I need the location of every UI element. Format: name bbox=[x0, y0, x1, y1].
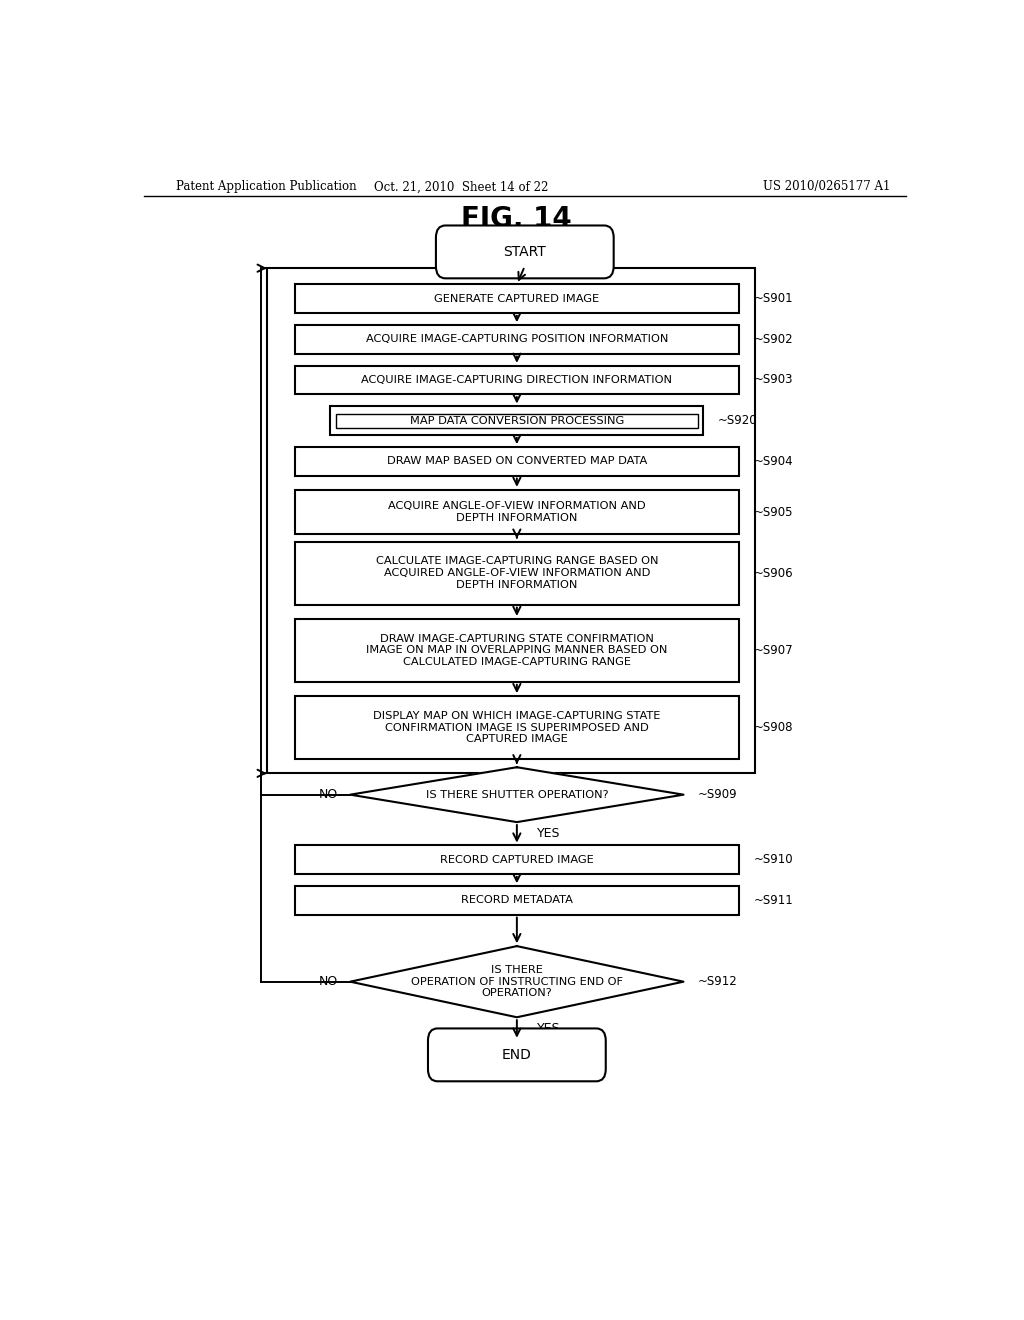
FancyBboxPatch shape bbox=[428, 1028, 606, 1081]
Text: NO: NO bbox=[319, 788, 338, 801]
FancyBboxPatch shape bbox=[436, 226, 613, 279]
Text: NO: NO bbox=[319, 975, 338, 989]
Text: ~S901: ~S901 bbox=[754, 292, 793, 305]
Text: RECORD METADATA: RECORD METADATA bbox=[461, 895, 572, 906]
Bar bbox=[331, 407, 703, 434]
Bar bbox=[295, 284, 739, 313]
Text: FIG. 14: FIG. 14 bbox=[462, 206, 572, 234]
Text: IS THERE
OPERATION OF INSTRUCTING END OF
OPERATION?: IS THERE OPERATION OF INSTRUCTING END OF… bbox=[411, 965, 623, 998]
Text: START: START bbox=[504, 246, 546, 259]
Text: US 2010/0265177 A1: US 2010/0265177 A1 bbox=[763, 181, 890, 193]
Text: ~S903: ~S903 bbox=[754, 374, 793, 387]
Bar bbox=[295, 696, 739, 759]
Text: ~S902: ~S902 bbox=[754, 333, 793, 346]
Text: IS THERE SHUTTER OPERATION?: IS THERE SHUTTER OPERATION? bbox=[426, 789, 608, 800]
Text: Oct. 21, 2010  Sheet 14 of 22: Oct. 21, 2010 Sheet 14 of 22 bbox=[374, 181, 549, 193]
Text: MAP DATA CONVERSION PROCESSING: MAP DATA CONVERSION PROCESSING bbox=[410, 416, 624, 425]
Bar bbox=[267, 268, 755, 774]
Text: ~S911: ~S911 bbox=[754, 894, 794, 907]
Polygon shape bbox=[350, 946, 684, 1018]
Bar bbox=[295, 846, 739, 874]
Text: ~S906: ~S906 bbox=[754, 566, 793, 579]
Text: YES: YES bbox=[537, 828, 560, 841]
Bar bbox=[295, 490, 739, 535]
Text: ACQUIRE IMAGE-CAPTURING POSITION INFORMATION: ACQUIRE IMAGE-CAPTURING POSITION INFORMA… bbox=[366, 334, 668, 345]
Text: ACQUIRE IMAGE-CAPTURING DIRECTION INFORMATION: ACQUIRE IMAGE-CAPTURING DIRECTION INFORM… bbox=[361, 375, 673, 385]
Text: DISPLAY MAP ON WHICH IMAGE-CAPTURING STATE
CONFIRMATION IMAGE IS SUPERIMPOSED AN: DISPLAY MAP ON WHICH IMAGE-CAPTURING STA… bbox=[373, 711, 660, 744]
Bar bbox=[295, 619, 739, 682]
Text: END: END bbox=[502, 1048, 531, 1061]
Text: ~S912: ~S912 bbox=[697, 975, 737, 989]
Text: Patent Application Publication: Patent Application Publication bbox=[176, 181, 356, 193]
Bar bbox=[295, 325, 739, 354]
Text: ~S909: ~S909 bbox=[697, 788, 737, 801]
Text: ACQUIRE ANGLE-OF-VIEW INFORMATION AND
DEPTH INFORMATION: ACQUIRE ANGLE-OF-VIEW INFORMATION AND DE… bbox=[388, 502, 646, 523]
Text: ~S904: ~S904 bbox=[754, 455, 793, 467]
Text: YES: YES bbox=[537, 1023, 560, 1035]
Bar bbox=[295, 447, 739, 475]
Text: GENERATE CAPTURED IMAGE: GENERATE CAPTURED IMAGE bbox=[434, 293, 599, 304]
Text: DRAW MAP BASED ON CONVERTED MAP DATA: DRAW MAP BASED ON CONVERTED MAP DATA bbox=[387, 457, 647, 466]
Bar bbox=[336, 413, 697, 428]
Bar bbox=[295, 541, 739, 605]
Text: ~S908: ~S908 bbox=[754, 721, 793, 734]
Text: ~S920: ~S920 bbox=[718, 414, 758, 428]
Bar bbox=[295, 366, 739, 395]
Text: RECORD CAPTURED IMAGE: RECORD CAPTURED IMAGE bbox=[440, 855, 594, 865]
Text: CALCULATE IMAGE-CAPTURING RANGE BASED ON
ACQUIRED ANGLE-OF-VIEW INFORMATION AND
: CALCULATE IMAGE-CAPTURING RANGE BASED ON… bbox=[376, 557, 658, 590]
Bar bbox=[295, 886, 739, 915]
Text: ~S905: ~S905 bbox=[754, 506, 793, 519]
Text: ~S910: ~S910 bbox=[754, 853, 793, 866]
Text: ~S907: ~S907 bbox=[754, 644, 793, 657]
Polygon shape bbox=[350, 767, 684, 822]
Text: DRAW IMAGE-CAPTURING STATE CONFIRMATION
IMAGE ON MAP IN OVERLAPPING MANNER BASED: DRAW IMAGE-CAPTURING STATE CONFIRMATION … bbox=[367, 634, 668, 667]
